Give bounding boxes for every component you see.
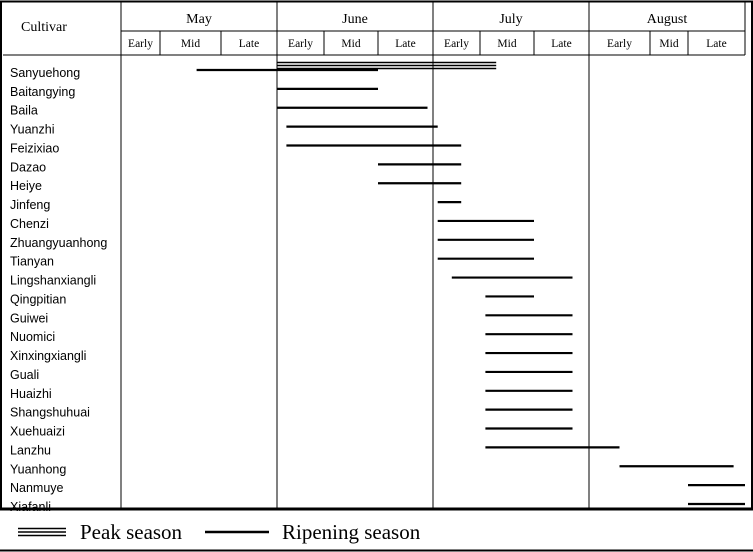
peak-bar-sanyuehong <box>277 61 497 70</box>
period-label-may-early: Early <box>128 38 153 50</box>
period-label-june-late: Late <box>395 38 415 50</box>
cultivar-label-yuanzhi: Yuanzhi <box>10 123 54 137</box>
cultivar-row-nanmuye: Nanmuye <box>10 481 745 495</box>
cultivar-row-shangshuhuai: Shangshuhuai <box>10 406 573 420</box>
cultivar-row-xuehuaizi: Xuehuaizi <box>10 425 573 439</box>
cultivar-row-xiafanli: Xiafanli <box>10 500 745 514</box>
cultivar-row-dazao: Dazao <box>10 160 462 174</box>
cultivar-label-guiwei: Guiwei <box>10 311 48 325</box>
month-label-june: June <box>342 12 368 27</box>
cultivar-label-baila: Baila <box>10 104 38 118</box>
cultivar-label-huaizhi: Huaizhi <box>10 387 52 401</box>
cultivar-row-lanzhu: Lanzhu <box>10 443 620 457</box>
cultivar-label-lanzhu: Lanzhu <box>10 443 51 457</box>
cultivar-label-shangshuhuai: Shangshuhuai <box>10 406 90 420</box>
cultivar-row-tianyan: Tianyan <box>10 255 534 269</box>
cultivar-row-yuanhong: Yuanhong <box>10 462 734 476</box>
cultivar-label-heiye: Heiye <box>10 179 42 193</box>
cultivar-rows: Sanyuehong Baitangying Baila Yuanzhi Feizixi… <box>10 61 745 514</box>
cultivar-row-jinfeng: Jinfeng <box>10 198 462 212</box>
cultivar-label-baitangying: Baitangying <box>10 85 75 99</box>
cultivar-row-lingshanxiangli: Lingshanxiangli <box>10 274 573 288</box>
cultivar-label-xuehuaizi: Xuehuaizi <box>10 425 65 439</box>
period-label-july-mid: Mid <box>497 38 516 50</box>
month-label-may: May <box>186 12 212 27</box>
cultivar-row-sanyuehong: Sanyuehong <box>10 61 497 80</box>
period-label-may-late: Late <box>239 38 259 50</box>
cultivar-row-nuomici: Nuomici <box>10 330 573 344</box>
cultivar-label-jinfeng: Jinfeng <box>10 198 50 212</box>
cultivar-row-heiye: Heiye <box>10 179 462 193</box>
period-label-june-mid: Mid <box>341 38 360 50</box>
cultivar-row-guali: Guali <box>10 368 573 382</box>
period-label-july-early: Early <box>444 38 469 50</box>
cultivar-label-zhuangyuanhong: Zhuangyuanhong <box>10 236 107 250</box>
cultivar-row-huaizhi: Huaizhi <box>10 387 573 401</box>
chart-legend: Peak season Ripening season <box>18 520 421 544</box>
header-cultivar-label: Cultivar <box>21 20 67 35</box>
cultivar-label-sanyuehong: Sanyuehong <box>10 66 80 80</box>
month-label-july: July <box>499 12 522 27</box>
period-label-august-late: Late <box>706 38 726 50</box>
cultivar-label-guali: Guali <box>10 368 39 382</box>
cultivar-row-feizixiao: Feizixiao <box>10 141 462 155</box>
cultivar-row-guiwei: Guiwei <box>10 311 573 325</box>
cultivar-label-xiafanli: Xiafanli <box>10 500 51 514</box>
cultivar-row-yuanzhi: Yuanzhi <box>10 123 438 137</box>
period-label-may-mid: Mid <box>181 38 200 50</box>
cultivar-label-chenzi: Chenzi <box>10 217 49 231</box>
cultivar-row-baila: Baila <box>10 104 428 118</box>
chart-header: Cultivar May Early Mid Late June Early Mid Late… <box>21 12 727 50</box>
cultivar-label-xinxingxiangli: Xinxingxiangli <box>10 349 86 363</box>
cultivar-label-yuanhong: Yuanhong <box>10 462 66 476</box>
cultivar-label-qingpitian: Qingpitian <box>10 292 66 306</box>
cultivar-row-chenzi: Chenzi <box>10 217 534 231</box>
cultivar-row-xinxingxiangli: Xinxingxiangli <box>10 349 573 363</box>
cultivar-row-zhuangyuanhong: Zhuangyuanhong <box>10 236 534 250</box>
cultivar-label-feizixiao: Feizixiao <box>10 141 59 155</box>
cultivar-label-nanmuye: Nanmuye <box>10 481 64 495</box>
cultivar-row-baitangying: Baitangying <box>10 85 378 99</box>
period-label-august-mid: Mid <box>659 38 678 50</box>
legend-peak-label: Peak season <box>80 520 183 544</box>
cultivar-label-dazao: Dazao <box>10 160 46 174</box>
period-grid <box>159 2 689 508</box>
legend-ripening-label: Ripening season <box>282 520 421 544</box>
period-label-june-early: Early <box>288 38 313 50</box>
cultivar-label-lingshanxiangli: Lingshanxiangli <box>10 274 96 288</box>
cultivar-label-nuomici: Nuomici <box>10 330 55 344</box>
cultivar-label-tianyan: Tianyan <box>10 255 54 269</box>
cultivar-row-qingpitian: Qingpitian <box>10 292 534 306</box>
month-label-august: August <box>647 12 688 27</box>
period-label-august-early: Early <box>607 38 632 50</box>
period-label-july-late: Late <box>551 38 571 50</box>
